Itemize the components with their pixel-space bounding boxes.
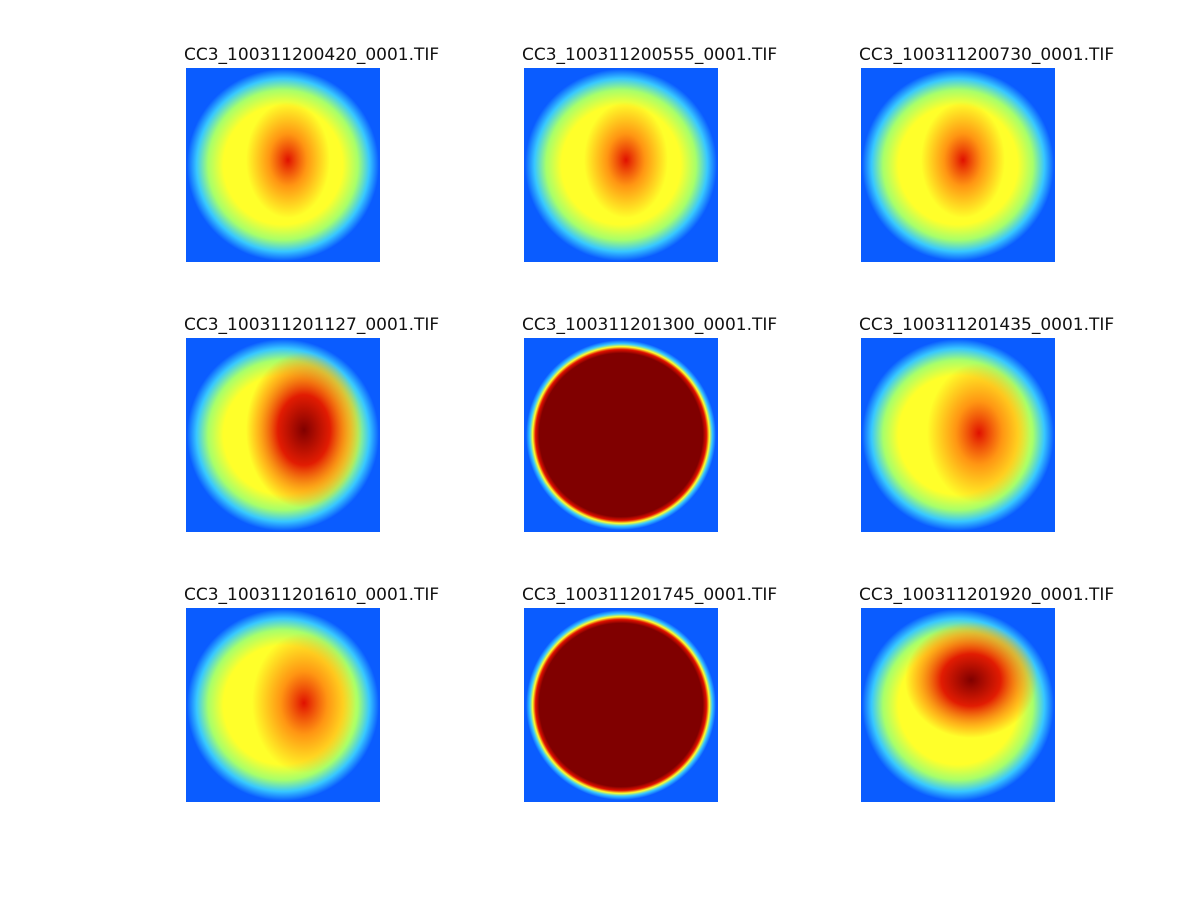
heatmap-image: [861, 338, 1055, 532]
heatmap-image: [186, 608, 380, 802]
image-panel-3: CC3_100311200730_0001.TIF: [859, 44, 1119, 304]
panel-title: CC3_100311201745_0001.TIF: [522, 585, 778, 605]
panel-title: CC3_100311201920_0001.TIF: [859, 585, 1115, 605]
image-panel-2: CC3_100311200555_0001.TIF: [522, 44, 782, 304]
heatmap-image: [861, 68, 1055, 262]
panel-title: CC3_100311200730_0001.TIF: [859, 45, 1115, 65]
panel-title: CC3_100311201300_0001.TIF: [522, 315, 778, 335]
heatmap-image: [861, 608, 1055, 802]
heatmap-image: [186, 68, 380, 262]
image-panel-5: CC3_100311201300_0001.TIF: [522, 314, 782, 574]
image-panel-1: CC3_100311200420_0001.TIF: [184, 44, 444, 304]
heatmap-image: [524, 338, 718, 532]
panel-title: CC3_100311201610_0001.TIF: [184, 585, 440, 605]
image-panel-9: CC3_100311201920_0001.TIF: [859, 584, 1119, 844]
heatmap-image: [524, 608, 718, 802]
image-panel-8: CC3_100311201745_0001.TIF: [522, 584, 782, 844]
panel-title: CC3_100311200555_0001.TIF: [522, 45, 778, 65]
image-panel-4: CC3_100311201127_0001.TIF: [184, 314, 444, 574]
heatmap-image: [186, 338, 380, 532]
heatmap-image: [524, 68, 718, 262]
panel-title: CC3_100311200420_0001.TIF: [184, 45, 440, 65]
image-panel-6: CC3_100311201435_0001.TIF: [859, 314, 1119, 574]
image-panel-7: CC3_100311201610_0001.TIF: [184, 584, 444, 844]
panel-title: CC3_100311201435_0001.TIF: [859, 315, 1115, 335]
panel-title: CC3_100311201127_0001.TIF: [184, 315, 440, 335]
